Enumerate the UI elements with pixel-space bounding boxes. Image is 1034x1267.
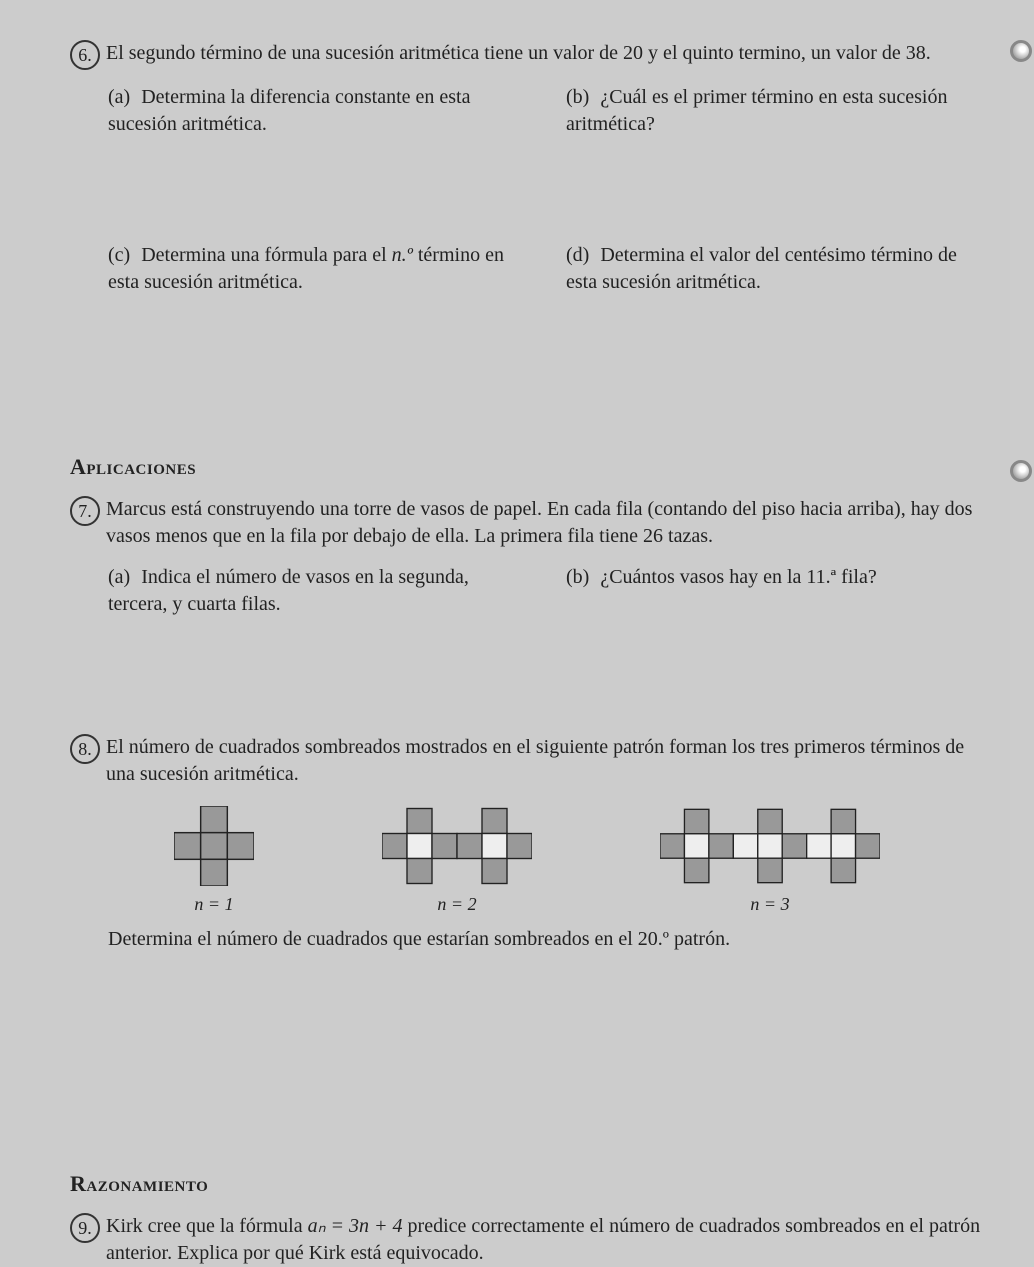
q6-a-text: Determina la diferencia constante en est… <box>108 86 470 135</box>
part-label-b: (b) <box>566 84 589 111</box>
pattern-n3-svg <box>660 806 880 886</box>
pattern-n2: n = 2 <box>382 806 532 916</box>
pattern-n2-label: n = 2 <box>382 892 532 916</box>
part-label-a: (a) <box>108 564 130 591</box>
pattern-n3: n = 3 <box>660 806 880 916</box>
section-razonamiento: Razonamiento <box>70 1169 984 1199</box>
pattern-n1-svg <box>174 806 254 886</box>
part-label-a: (a) <box>108 84 130 111</box>
q9-formula: aₙ = 3n + 4 <box>308 1215 403 1237</box>
q6-part-b: (b) ¿Cuál es el primer término en esta s… <box>566 84 984 138</box>
q6-b-text: ¿Cuál es el primer término en esta suces… <box>566 86 947 135</box>
problem-8: 8. El número de cuadrados sombreados mos… <box>70 734 984 953</box>
problem-6-stem: El segundo término de una sucesión aritm… <box>106 40 984 67</box>
section-aplicaciones: Aplicaciones <box>70 452 984 482</box>
part-label-c: (c) <box>108 242 130 269</box>
q6-c-ord: n.º <box>392 244 413 266</box>
problem-number-8: 8. <box>70 734 100 764</box>
problem-9: 9. Kirk cree que la fórmula aₙ = 3n + 4 … <box>70 1213 984 1267</box>
q8-followup: Determina el número de cuadrados que est… <box>108 926 984 953</box>
pattern-n3-label: n = 3 <box>660 892 880 916</box>
problem-7-stem: Marcus está construyendo una torre de va… <box>106 496 984 550</box>
q7-a-text: Indica el número de vasos en la segunda,… <box>108 566 469 615</box>
q6-d-text: Determina el valor del centésimo término… <box>566 244 957 293</box>
spiral-binding <box>1004 40 1034 1040</box>
pattern-row: n = 1 n = 2 <box>110 806 944 916</box>
problem-8-stem: El número de cuadrados sombreados mostra… <box>106 734 984 788</box>
q7-b-text: ¿Cuántos vasos hay en la 11.ª fila? <box>600 566 876 588</box>
q7-part-a: (a) Indica el número de vasos en la segu… <box>108 564 526 618</box>
pattern-n1-label: n = 1 <box>174 892 254 916</box>
q6-part-c: (c) Determina una fórmula para el n.º té… <box>108 242 526 296</box>
q7-part-b: (b) ¿Cuántos vasos hay en la 11.ª fila? <box>566 564 984 618</box>
problem-number-9: 9. <box>70 1213 100 1243</box>
q9-pre: Kirk cree que la fórmula <box>106 1215 308 1237</box>
problem-7: 7. Marcus está construyendo una torre de… <box>70 496 984 618</box>
problem-6: 6. El segundo término de una sucesión ar… <box>70 40 984 296</box>
q6-part-a: (a) Determina la diferencia constante en… <box>108 84 526 138</box>
part-label-d: (d) <box>566 242 589 269</box>
q6-c-pre: Determina una fórmula para el <box>141 244 391 266</box>
part-label-b: (b) <box>566 564 589 591</box>
problem-number-7: 7. <box>70 496 100 526</box>
problem-number-6: 6. <box>70 40 100 70</box>
q6-part-d: (d) Determina el valor del centésimo tér… <box>566 242 984 296</box>
pattern-n1: n = 1 <box>174 806 254 916</box>
pattern-n2-svg <box>382 806 532 886</box>
problem-9-text: Kirk cree que la fórmula aₙ = 3n + 4 pre… <box>106 1213 984 1267</box>
